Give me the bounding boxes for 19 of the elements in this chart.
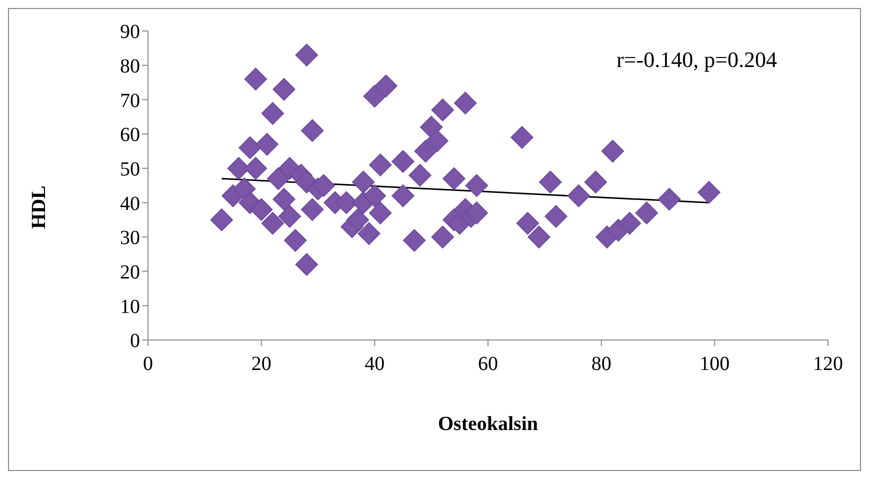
y-tick-label: 70	[120, 90, 140, 112]
y-axis-title: HDL	[28, 186, 50, 229]
x-tick-label: 120	[813, 353, 843, 376]
y-tick-label: 10	[120, 296, 140, 318]
y-tick-label: 30	[120, 227, 140, 250]
x-tick-label: 40	[364, 353, 385, 376]
x-tick-label: 20	[251, 353, 272, 376]
x-tick-label: 100	[700, 353, 730, 376]
x-axis-title: Osteokalsin	[438, 413, 538, 435]
y-tick-label: 40	[120, 192, 140, 215]
y-tick-label: 20	[120, 261, 140, 284]
y-tick-label: 60	[120, 124, 140, 146]
y-tick-label: 80	[120, 55, 140, 78]
x-tick-label: 60	[478, 353, 498, 376]
x-tick-label: 80	[591, 353, 612, 376]
y-tick-label: 0	[130, 330, 140, 352]
y-tick-label: 50	[120, 158, 140, 180]
y-tick-label: 90	[120, 21, 140, 44]
annotation: r=-0.140, p=0.204	[616, 47, 777, 73]
